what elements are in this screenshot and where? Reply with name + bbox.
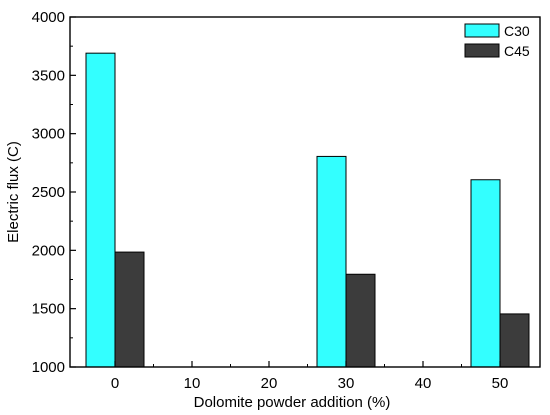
legend-label-c30: C30: [504, 23, 530, 39]
x-tick-label: 0: [111, 375, 119, 392]
y-tick-label: 2000: [32, 242, 65, 259]
x-axis-title: Dolomite powder addition (%): [194, 394, 391, 411]
y-axis-title: Electric flux (C): [5, 141, 22, 243]
x-tick-label: 20: [261, 375, 278, 392]
legend: C30 C45: [464, 23, 530, 59]
bar-c45-30: [345, 273, 376, 368]
legend-swatch-c45: [464, 43, 500, 58]
x-tick-label: 10: [184, 375, 201, 392]
bar-c30-0: [85, 52, 116, 368]
bar-c30-30: [316, 155, 347, 368]
bar-c45-50: [499, 313, 530, 368]
bars-layer: [85, 52, 530, 368]
y-tick-label: 1500: [32, 301, 65, 318]
y-tick-label: 4000: [32, 9, 65, 26]
bar-c30-50: [470, 179, 501, 368]
y-tick-label: 3000: [32, 126, 65, 143]
bar-c45-0: [114, 251, 145, 368]
legend-label-c45: C45: [504, 43, 530, 59]
tick-layer: 1000 1500 2000 2500 3000 3500 4000 0 10 20 30 40 50: [32, 9, 509, 392]
legend-swatch-c30: [464, 23, 500, 38]
x-tick-label: 50: [492, 375, 509, 392]
y-tick-label: 3500: [32, 67, 65, 84]
y-tick-label: 2500: [32, 184, 65, 201]
y-tick-label: 1000: [32, 359, 65, 376]
x-tick-label: 30: [338, 375, 355, 392]
x-tick-label: 40: [415, 375, 432, 392]
